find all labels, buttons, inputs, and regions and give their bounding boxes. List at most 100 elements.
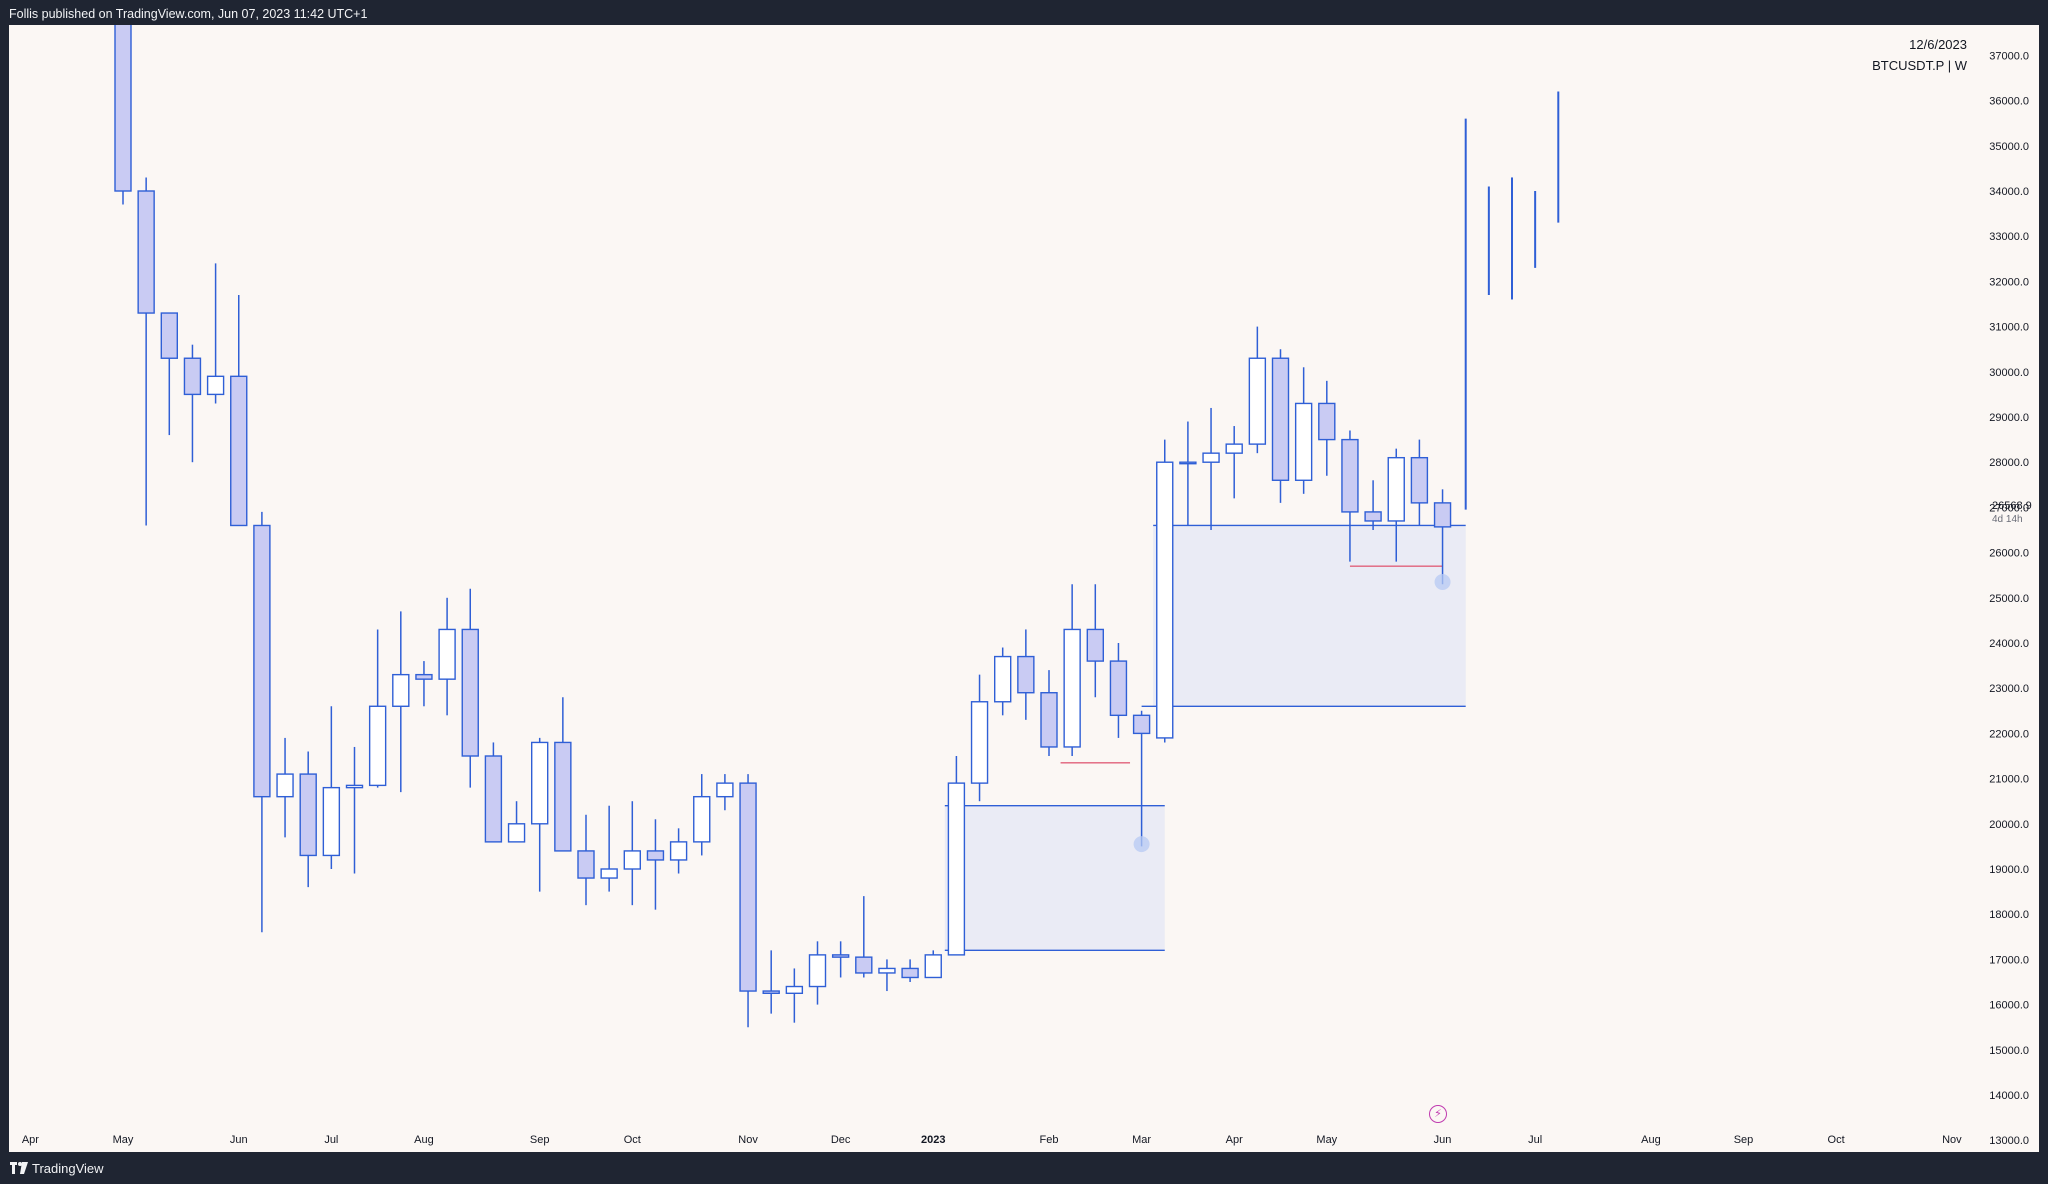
candle-body [531, 741, 549, 825]
candle-body [1364, 511, 1382, 522]
candle-body [438, 628, 456, 680]
price-tick-label: 15000.0 [1989, 1045, 2029, 1057]
candle-body [1387, 456, 1405, 522]
legend-symbol[interactable]: BTCUSDT.P | W [1872, 58, 1967, 73]
candle-body [1040, 692, 1058, 748]
candle-body [762, 990, 780, 994]
time-tick-label: Oct [1828, 1134, 1845, 1146]
last-price-value: 26568.9 [1992, 500, 2032, 512]
time-tick-label: Jul [324, 1134, 338, 1146]
candle-body [160, 312, 179, 359]
demand-zone-1 [1153, 525, 1466, 707]
candle-body [646, 850, 665, 861]
plot-area[interactable] [114, 25, 1560, 1028]
candlestick-chart[interactable]: 13000.0 14000.0 15000.0 16000.0 17000.0 18000… [9, 25, 2039, 1152]
wick-marker [1434, 573, 1451, 590]
time-tick-label: Sep [1734, 1134, 1754, 1146]
price-tick-label: 37000.0 [1989, 50, 2029, 62]
candle-body [600, 868, 618, 879]
time-tick-label: May [1316, 1134, 1337, 1146]
candle-body [808, 954, 827, 988]
price-tick-label: 27000.0 [1989, 502, 2029, 514]
last-price-label: 26568.9 4d 14h [1992, 500, 2046, 526]
candle-body [484, 755, 503, 843]
candle-body [392, 673, 410, 707]
candle-body [901, 967, 919, 979]
time-tick-label: Oct [624, 1134, 641, 1146]
price-tick-label: 19000.0 [1989, 864, 2029, 876]
candle-body [739, 782, 757, 992]
candle-body [623, 850, 641, 870]
time-tick-label: Sep [530, 1134, 550, 1146]
price-tick-label: 16000.0 [1989, 1000, 2029, 1012]
candle-body [1132, 714, 1151, 735]
time-tick-label: Nov [1942, 1134, 1962, 1146]
price-tick-label: 32000.0 [1989, 276, 2029, 288]
price-tick-label: 24000.0 [1989, 638, 2029, 650]
candle-body [1156, 461, 1174, 739]
candle-body [693, 795, 711, 843]
time-tick-label: Mar [1132, 1134, 1151, 1146]
candle-body [855, 956, 873, 974]
tradingview-brand[interactable]: TradingView [32, 1161, 104, 1176]
candle-body [831, 954, 850, 958]
candle-body [507, 823, 526, 843]
candle-body [1318, 402, 1336, 441]
published-info: Follis published on TradingView.com, Jun… [9, 7, 368, 21]
candle-body [1017, 655, 1035, 694]
candle-body [970, 701, 989, 784]
time-tick-label: Dec [831, 1134, 851, 1146]
wick-marker [1133, 836, 1150, 853]
price-tick-label: 29000.0 [1989, 412, 2029, 424]
time-tick-label: Jul [1528, 1134, 1542, 1146]
time-tick-label: May [113, 1134, 134, 1146]
legend-date: 12/6/2023 [1909, 37, 1967, 52]
candle-body [322, 786, 341, 857]
price-tick-label: 33000.0 [1989, 231, 2029, 243]
time-tick-label: 2023 [921, 1134, 945, 1146]
price-tick-label: 26000.0 [1989, 548, 2029, 560]
candle-body [1410, 456, 1429, 504]
candle-body [1433, 502, 1452, 528]
candle-body [253, 524, 271, 798]
candle-body [137, 190, 155, 314]
tradingview-logo-icon[interactable] [10, 1162, 28, 1174]
candle-body [924, 954, 942, 979]
candle-body [299, 773, 317, 857]
price-tick-label: 17000.0 [1989, 954, 2029, 966]
candle-body [415, 673, 433, 680]
price-tick-label: 35000.0 [1989, 141, 2029, 153]
chart-area[interactable]: 13000.0 14000.0 15000.0 16000.0 17000.0 18000… [9, 25, 2039, 1152]
candle-body [785, 985, 804, 995]
candle-body [1341, 438, 1359, 513]
time-tick-label: Jun [1434, 1134, 1452, 1146]
candle-body [1271, 357, 1290, 481]
candle-body [206, 375, 225, 396]
price-tick-label: 28000.0 [1989, 457, 2029, 469]
footer-bar: TradingView [0, 1152, 2048, 1184]
candle-body [1086, 628, 1105, 662]
candle-body [461, 628, 479, 757]
candle-body [368, 705, 387, 787]
price-tick-label: 20000.0 [1989, 819, 2029, 831]
price-tick-label: 13000.0 [1989, 1135, 2029, 1147]
time-tick-label: Apr [22, 1134, 39, 1146]
candle-body [1225, 443, 1243, 454]
lightning-icon[interactable]: ⚡ [1429, 1105, 1447, 1123]
price-tick-label: 14000.0 [1989, 1090, 2029, 1102]
bar-countdown: 4d 14h [1992, 514, 2023, 525]
price-tick-label: 18000.0 [1989, 909, 2029, 921]
candle-body [114, 25, 132, 192]
time-tick-label: Apr [1226, 1134, 1243, 1146]
candle-body [577, 850, 595, 879]
price-tick-label: 21000.0 [1989, 774, 2029, 786]
candle-body [716, 782, 734, 798]
candle-body [183, 357, 202, 396]
candle-body [1294, 402, 1313, 481]
time-tick-label: Feb [1040, 1134, 1059, 1146]
demand-zone-0 [944, 805, 1165, 951]
price-tick-label: 23000.0 [1989, 683, 2029, 695]
candle-body [345, 784, 364, 789]
candle-body [276, 773, 294, 798]
candle-body [1109, 660, 1128, 717]
